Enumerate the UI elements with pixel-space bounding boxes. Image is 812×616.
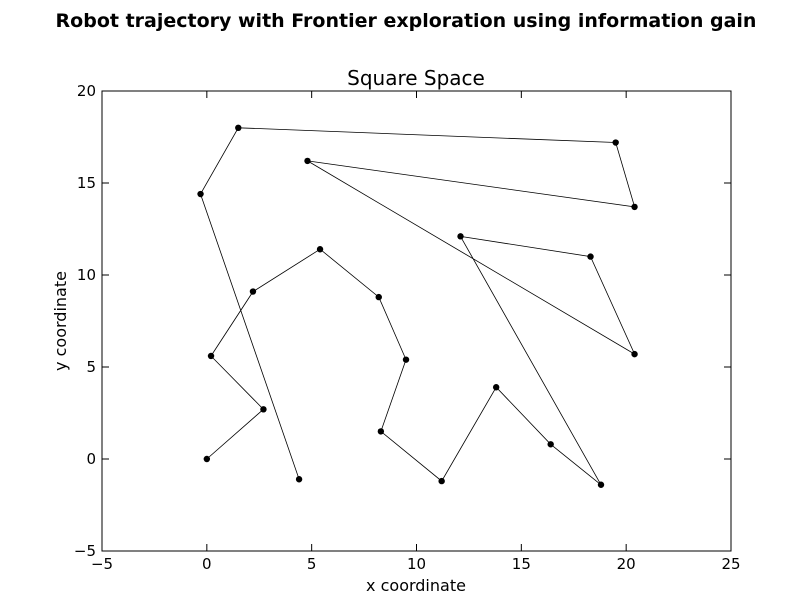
plot-area: −5 0 5 10 15 20 25 −5 0 5 10 15 20: [74, 82, 741, 573]
trajectory-point: [457, 233, 464, 240]
trajectory-point: [597, 481, 605, 488]
trajectory-point: [377, 428, 385, 435]
figure-suptitle: Robot trajectory with Frontier explorati…: [56, 10, 757, 32]
trajectory-point: [492, 384, 500, 391]
axes-frame: [101, 90, 732, 552]
trajectory-point: [316, 246, 324, 253]
y-axis-label: y coordinate: [51, 271, 70, 371]
x-tick-label: 15: [512, 555, 531, 573]
trajectory-point: [235, 124, 242, 131]
trajectory-point: [207, 352, 215, 360]
trajectory-point: [304, 157, 311, 165]
x-tick-label: 25: [721, 555, 740, 573]
trajectory-point: [402, 356, 410, 363]
trajectory-point: [203, 455, 211, 463]
trajectory-point: [612, 139, 619, 146]
trajectory-point: [249, 288, 257, 295]
y-tick-label: 10: [77, 266, 96, 284]
trajectory-point: [375, 293, 382, 301]
x-tick-label: −5: [91, 555, 113, 573]
y-tick-label: 0: [86, 450, 96, 468]
y-tick-label: 5: [86, 358, 96, 376]
trajectory-point: [587, 253, 594, 260]
trajectory-point: [547, 441, 554, 448]
x-tick-label: 10: [407, 555, 426, 573]
x-tick-label: 0: [202, 555, 212, 573]
axes-title: Square Space: [347, 66, 485, 90]
trajectory-point: [631, 350, 638, 358]
trajectory-point: [295, 476, 303, 483]
y-tick-label: −5: [74, 542, 96, 560]
x-axis-label: x coordinate: [366, 576, 466, 595]
y-tick-label: 15: [77, 174, 96, 192]
x-tick-label: 5: [307, 555, 317, 573]
trajectory-line: [200, 127, 636, 486]
y-tick-label: 20: [77, 82, 96, 100]
trajectory-point: [260, 406, 267, 413]
trajectory-point: [197, 190, 204, 198]
trajectory-point: [438, 477, 445, 485]
trajectory-point: [631, 203, 638, 211]
x-tick-label: 20: [617, 555, 636, 573]
